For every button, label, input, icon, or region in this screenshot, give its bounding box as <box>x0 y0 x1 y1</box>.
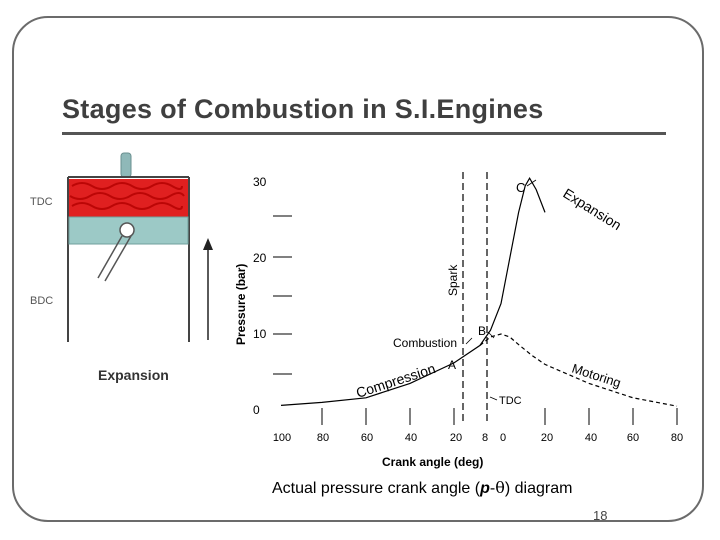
x-tick-label: 40 <box>585 432 597 444</box>
x-tick-label: 20 <box>450 432 462 444</box>
point-c-label: C <box>516 180 525 195</box>
label-pointer-tdc <box>489 396 498 401</box>
compression-label: Compression <box>354 360 437 401</box>
y-axis-label: Pressure (bar) <box>234 264 248 345</box>
wrist-pin-icon <box>119 222 135 238</box>
firing-curve <box>280 177 546 406</box>
connecting-rod-a <box>97 235 123 279</box>
x-axis-label: Crank angle (deg) <box>382 455 483 469</box>
y-tick-label: 20 <box>253 251 267 265</box>
caption-theta: θ <box>495 478 505 497</box>
arrow-up-icon <box>203 238 213 250</box>
slide-frame <box>12 16 704 522</box>
motoring-curve <box>479 333 678 407</box>
x-tick-label: 80 <box>317 432 329 444</box>
tdc-marker-label: TDC <box>499 395 522 407</box>
x-tick-label: 8 <box>482 432 488 444</box>
spark-label: Spark <box>446 264 460 296</box>
caption-p: p <box>480 480 490 497</box>
expansion-label: Expansion <box>560 185 624 233</box>
combustion-label: Combustion <box>393 336 457 350</box>
y-tick-label: 0 <box>253 403 260 417</box>
x-tick-label: 60 <box>361 432 373 444</box>
stroke-stage-label: Expansion <box>98 367 169 383</box>
caption-dash: - <box>489 480 496 497</box>
x-tick-label: 80 <box>671 432 683 444</box>
bdc-label: BDC <box>30 295 53 307</box>
tdc-label: TDC <box>30 196 53 208</box>
chart-static-layer: Pressure (bar) Crank angle (deg) Spark C… <box>234 172 678 469</box>
flame-texture <box>69 182 185 210</box>
x-tick-label: 40 <box>405 432 417 444</box>
y-tick-label: 10 <box>253 327 267 341</box>
caption-suffix: ) diagram <box>504 480 573 497</box>
page-number: 18 <box>593 508 608 523</box>
label-pointer-combustion <box>465 337 473 345</box>
figure-caption: Actual pressure crank angle (p-θ) diagra… <box>272 478 572 498</box>
connecting-rod-b <box>104 235 132 282</box>
point-a-label: A <box>448 358 456 372</box>
caption-prefix: Actual pressure crank angle ( <box>272 480 481 497</box>
slide-title: Stages of Combustion in S.I.Engines <box>62 94 544 124</box>
x-tick-label: 100 <box>273 432 291 444</box>
title-underline <box>62 132 666 135</box>
x-tick-label: 0 <box>500 432 506 444</box>
x-tick-label: 20 <box>541 432 553 444</box>
label-pointer-c <box>526 179 537 187</box>
y-tick-label: 30 <box>253 175 267 189</box>
x-tick-label: 60 <box>627 432 639 444</box>
point-b-label: B <box>478 324 486 338</box>
